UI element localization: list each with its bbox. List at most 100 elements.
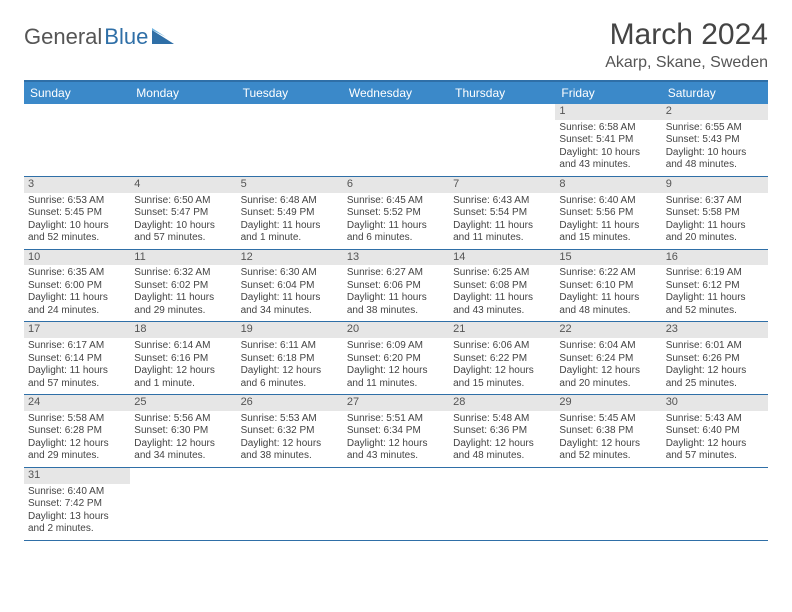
empty-cell [237,468,343,540]
day-number: 6 [343,177,449,193]
sunrise-line: Sunrise: 6:40 AM [28,486,126,499]
day-number: 5 [237,177,343,193]
daylight-line: Daylight: 11 hours and 57 minutes. [28,365,126,390]
day-cell: 26Sunrise: 5:53 AMSunset: 6:32 PMDayligh… [237,395,343,467]
sunrise-line: Sunrise: 6:01 AM [666,340,764,353]
daylight-line: Daylight: 11 hours and 11 minutes. [453,220,551,245]
daylight-line: Daylight: 11 hours and 1 minute. [241,220,339,245]
day-cell: 9Sunrise: 6:37 AMSunset: 5:58 PMDaylight… [662,177,768,249]
sunrise-line: Sunrise: 6:30 AM [241,267,339,280]
calendar-page: GeneralBlue March 2024 Akarp, Skane, Swe… [0,0,792,559]
sunrise-line: Sunrise: 6:06 AM [453,340,551,353]
empty-cell [343,104,449,176]
day-cell: 30Sunrise: 5:43 AMSunset: 6:40 PMDayligh… [662,395,768,467]
sunset-line: Sunset: 6:26 PM [666,353,764,366]
day-cell: 25Sunrise: 5:56 AMSunset: 6:30 PMDayligh… [130,395,236,467]
sunrise-line: Sunrise: 6:17 AM [28,340,126,353]
daylight-line: Daylight: 11 hours and 20 minutes. [666,220,764,245]
day-cell: 3Sunrise: 6:53 AMSunset: 5:45 PMDaylight… [24,177,130,249]
header: GeneralBlue March 2024 Akarp, Skane, Swe… [24,18,768,72]
day-number: 7 [449,177,555,193]
daylight-line: Daylight: 10 hours and 57 minutes. [134,220,232,245]
daylight-line: Daylight: 12 hours and 6 minutes. [241,365,339,390]
sunrise-line: Sunrise: 6:22 AM [559,267,657,280]
day-number: 4 [130,177,236,193]
day-cell: 27Sunrise: 5:51 AMSunset: 6:34 PMDayligh… [343,395,449,467]
sunset-line: Sunset: 5:54 PM [453,207,551,220]
weekday-header-row: SundayMondayTuesdayWednesdayThursdayFrid… [24,82,768,104]
day-cell: 6Sunrise: 6:45 AMSunset: 5:52 PMDaylight… [343,177,449,249]
day-number: 24 [24,395,130,411]
sunset-line: Sunset: 7:42 PM [28,498,126,511]
daylight-line: Daylight: 11 hours and 29 minutes. [134,292,232,317]
brand-logo: GeneralBlue [24,18,176,50]
sunrise-line: Sunrise: 5:53 AM [241,413,339,426]
day-number: 20 [343,322,449,338]
sunset-line: Sunset: 6:18 PM [241,353,339,366]
day-cell: 21Sunrise: 6:06 AMSunset: 6:22 PMDayligh… [449,322,555,394]
day-number: 23 [662,322,768,338]
day-number: 9 [662,177,768,193]
sunset-line: Sunset: 6:08 PM [453,280,551,293]
weekday-header: Thursday [449,82,555,104]
day-number: 28 [449,395,555,411]
sunset-line: Sunset: 5:45 PM [28,207,126,220]
day-cell: 2Sunrise: 6:55 AMSunset: 5:43 PMDaylight… [662,104,768,176]
daylight-line: Daylight: 12 hours and 11 minutes. [347,365,445,390]
day-cell: 24Sunrise: 5:58 AMSunset: 6:28 PMDayligh… [24,395,130,467]
empty-cell [237,104,343,176]
day-cell: 31Sunrise: 6:40 AMSunset: 7:42 PMDayligh… [24,468,130,540]
sunrise-line: Sunrise: 6:11 AM [241,340,339,353]
sunset-line: Sunset: 5:43 PM [666,134,764,147]
day-number: 19 [237,322,343,338]
sunset-line: Sunset: 5:56 PM [559,207,657,220]
daylight-line: Daylight: 11 hours and 43 minutes. [453,292,551,317]
week-row: 3Sunrise: 6:53 AMSunset: 5:45 PMDaylight… [24,177,768,250]
week-row: 31Sunrise: 6:40 AMSunset: 7:42 PMDayligh… [24,468,768,541]
daylight-line: Daylight: 11 hours and 15 minutes. [559,220,657,245]
day-cell: 1Sunrise: 6:58 AMSunset: 5:41 PMDaylight… [555,104,661,176]
sunset-line: Sunset: 5:47 PM [134,207,232,220]
daylight-line: Daylight: 11 hours and 52 minutes. [666,292,764,317]
daylight-line: Daylight: 12 hours and 1 minute. [134,365,232,390]
day-number: 14 [449,250,555,266]
day-cell: 23Sunrise: 6:01 AMSunset: 6:26 PMDayligh… [662,322,768,394]
week-row: 17Sunrise: 6:17 AMSunset: 6:14 PMDayligh… [24,322,768,395]
week-row: 10Sunrise: 6:35 AMSunset: 6:00 PMDayligh… [24,250,768,323]
daylight-line: Daylight: 12 hours and 38 minutes. [241,438,339,463]
day-cell: 20Sunrise: 6:09 AMSunset: 6:20 PMDayligh… [343,322,449,394]
sunset-line: Sunset: 6:12 PM [666,280,764,293]
empty-cell [130,468,236,540]
day-number: 12 [237,250,343,266]
day-number: 27 [343,395,449,411]
calendar-grid: SundayMondayTuesdayWednesdayThursdayFrid… [24,80,768,541]
day-cell: 22Sunrise: 6:04 AMSunset: 6:24 PMDayligh… [555,322,661,394]
sunrise-line: Sunrise: 6:43 AM [453,195,551,208]
daylight-line: Daylight: 11 hours and 38 minutes. [347,292,445,317]
daylight-line: Daylight: 11 hours and 48 minutes. [559,292,657,317]
sunrise-line: Sunrise: 6:45 AM [347,195,445,208]
daylight-line: Daylight: 12 hours and 52 minutes. [559,438,657,463]
sunrise-line: Sunrise: 6:40 AM [559,195,657,208]
sunset-line: Sunset: 6:30 PM [134,425,232,438]
title-block: March 2024 Akarp, Skane, Sweden [605,18,768,72]
sunset-line: Sunset: 6:22 PM [453,353,551,366]
day-number: 3 [24,177,130,193]
day-number: 25 [130,395,236,411]
day-number: 13 [343,250,449,266]
daylight-line: Daylight: 11 hours and 24 minutes. [28,292,126,317]
empty-cell [662,468,768,540]
daylight-line: Daylight: 10 hours and 43 minutes. [559,147,657,172]
sunset-line: Sunset: 5:41 PM [559,134,657,147]
day-cell: 16Sunrise: 6:19 AMSunset: 6:12 PMDayligh… [662,250,768,322]
weekday-header: Saturday [662,82,768,104]
daylight-line: Daylight: 12 hours and 57 minutes. [666,438,764,463]
sunset-line: Sunset: 6:00 PM [28,280,126,293]
sunrise-line: Sunrise: 6:55 AM [666,122,764,135]
daylight-line: Daylight: 12 hours and 48 minutes. [453,438,551,463]
day-cell: 12Sunrise: 6:30 AMSunset: 6:04 PMDayligh… [237,250,343,322]
sunrise-line: Sunrise: 6:50 AM [134,195,232,208]
sunrise-line: Sunrise: 5:51 AM [347,413,445,426]
day-cell: 19 Sunrise: 6:11 AMSunset: 6:18 PMDayligh… [237,322,343,394]
brand-part2: Blue [104,24,148,50]
